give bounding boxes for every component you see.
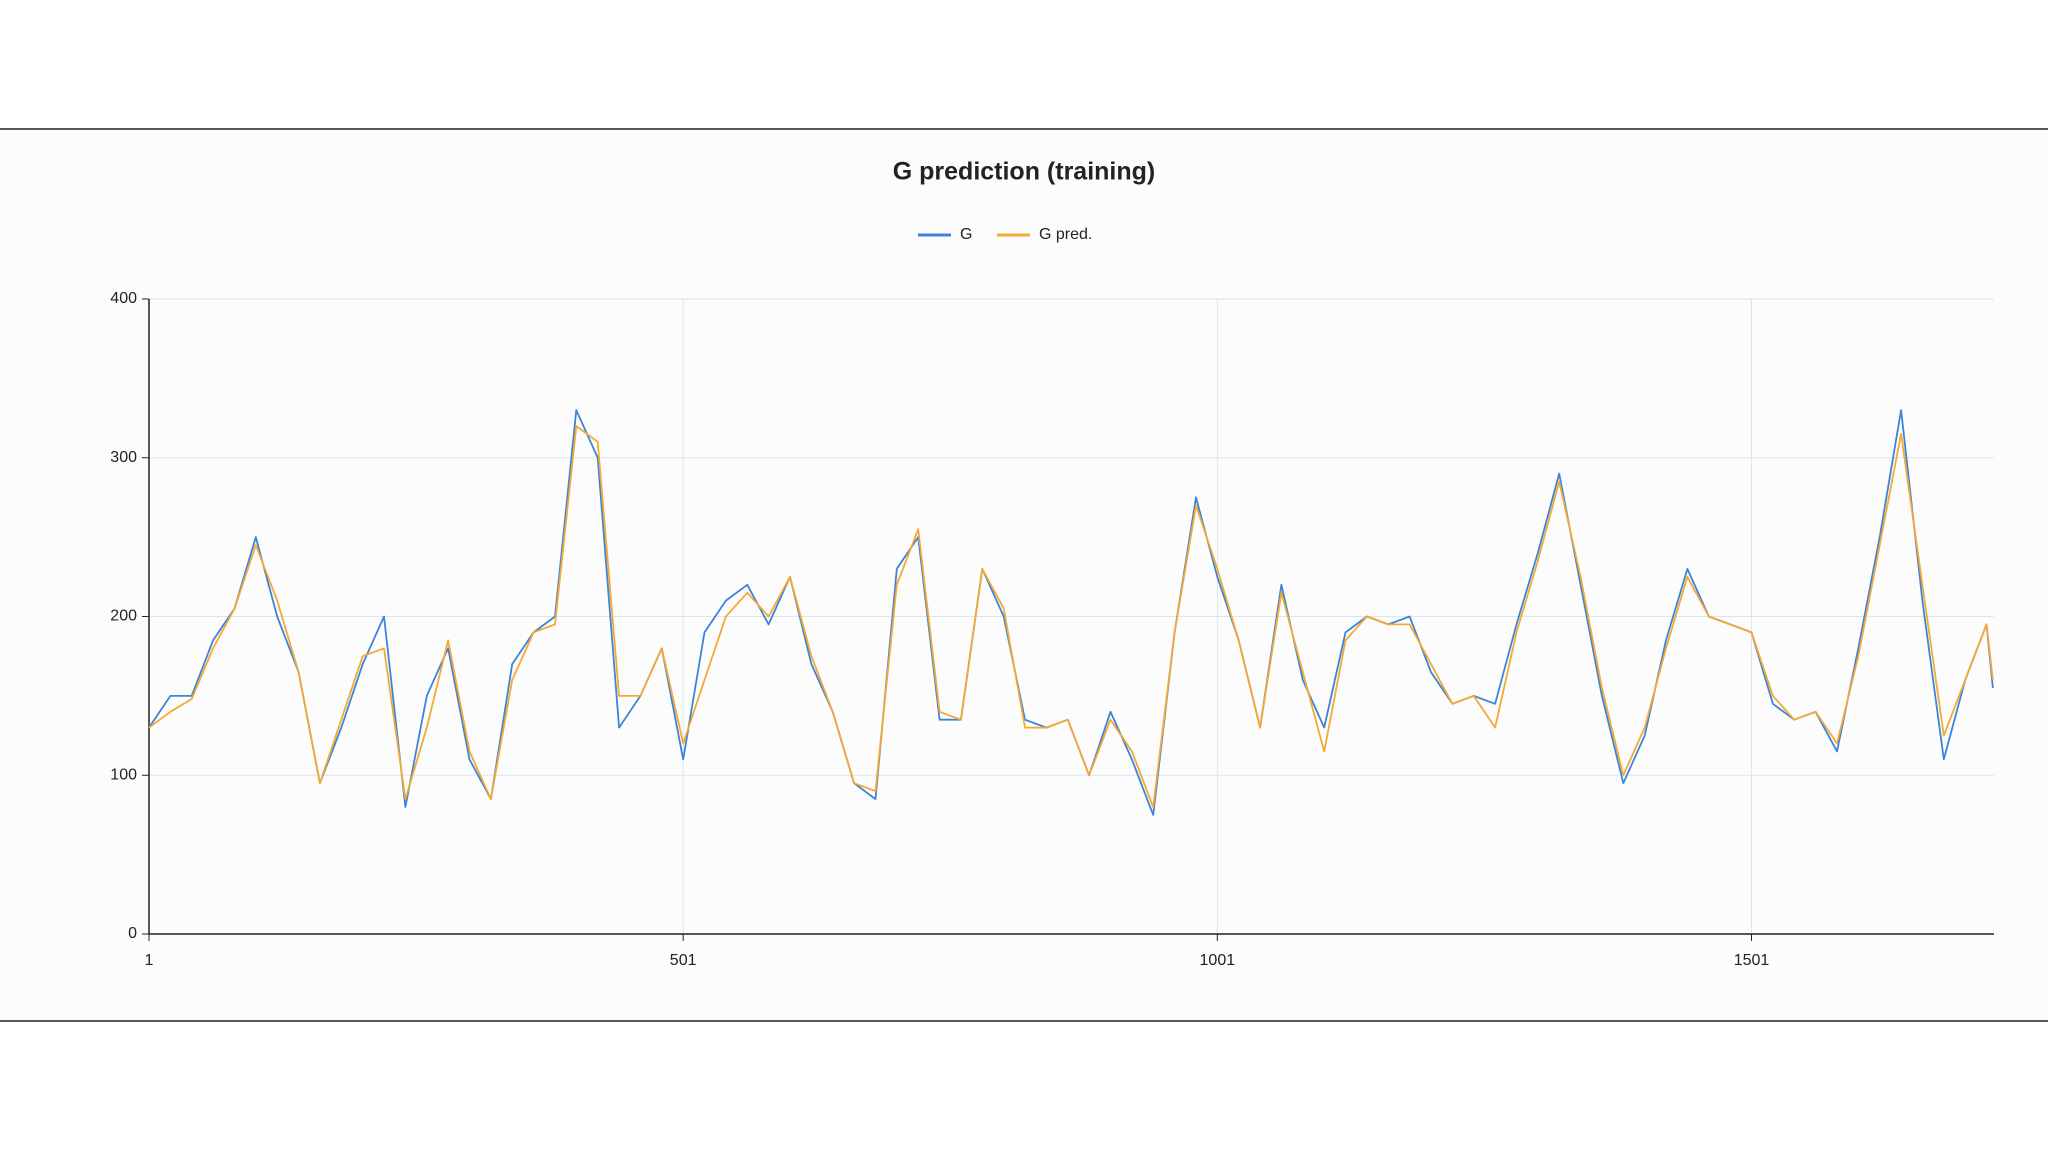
chart-title: G prediction (training) bbox=[893, 158, 1156, 186]
legend-label: G bbox=[960, 226, 972, 243]
x-tick-label: 501 bbox=[670, 952, 697, 969]
x-tick-label: 1 bbox=[145, 952, 154, 969]
series-line bbox=[148, 425, 1994, 808]
y-tick-label: 0 bbox=[128, 925, 137, 942]
panel bbox=[0, 129, 2048, 1021]
y-tick-label: 300 bbox=[110, 449, 137, 466]
y-tick-label: 400 bbox=[110, 290, 137, 307]
y-tick-label: 100 bbox=[110, 766, 137, 783]
x-tick-label: 1501 bbox=[1734, 952, 1770, 969]
legend-label: G pred. bbox=[1039, 226, 1092, 243]
x-tick-label: 1001 bbox=[1200, 952, 1236, 969]
y-tick-label: 200 bbox=[110, 608, 137, 625]
